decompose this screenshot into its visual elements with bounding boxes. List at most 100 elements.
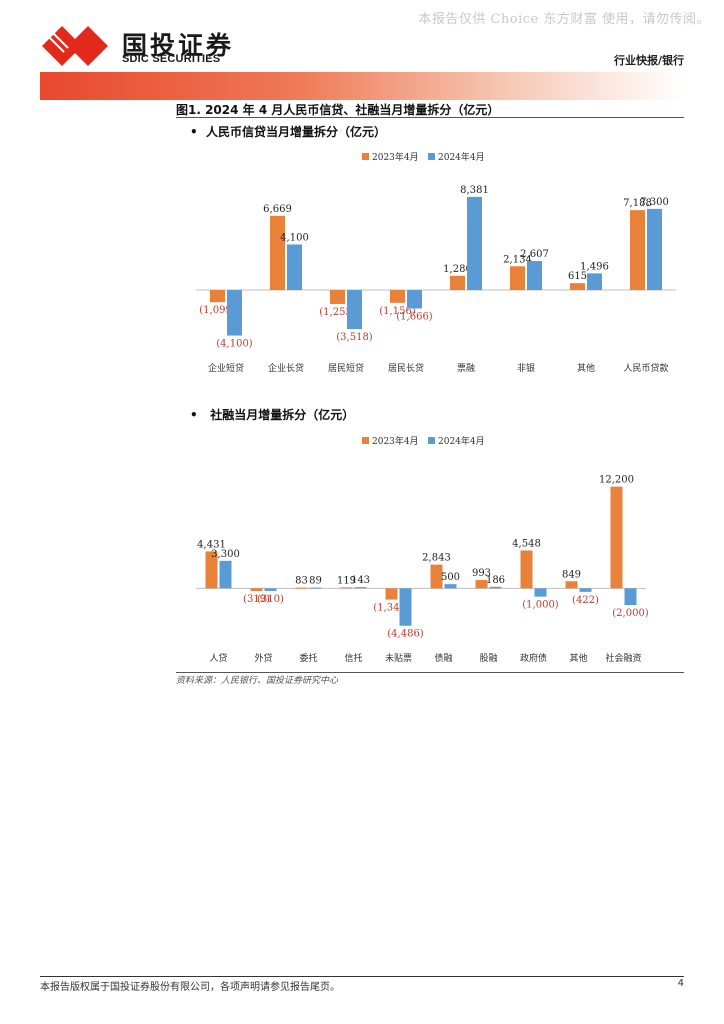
data-label-7-1: 7,300 [640, 197, 669, 208]
category-label-8: 其他 [569, 652, 587, 664]
category-label-1: 企业长贷 [268, 362, 304, 374]
bar-5-0 [510, 266, 525, 290]
data-label-0-1: 3,300 [211, 549, 240, 560]
data-label-2-0: 83 [295, 576, 308, 587]
category-label-7: 人民币贷款 [623, 362, 668, 374]
category-label-1: 外贷 [254, 652, 272, 664]
data-label-7-1: (1,000) [522, 600, 559, 611]
data-label-0-1: (4,100) [216, 339, 253, 350]
chart1-title: 人民币信贷当月增量拆分（亿元） [206, 125, 387, 139]
bar-4-1 [467, 196, 482, 290]
bar-8-1 [579, 588, 592, 592]
figure-top-rule [176, 117, 684, 118]
data-label-5-0: 2,134 [503, 254, 532, 265]
category-label-0: 人贷 [209, 652, 227, 664]
category-label-3: 信托 [344, 652, 362, 664]
category-label-6: 其他 [577, 362, 595, 374]
category-label-2: 居民短贷 [328, 362, 364, 374]
bar-4-0 [450, 275, 465, 290]
data-label-7-0: 7,188 [623, 198, 652, 209]
bar-0-1 [227, 290, 242, 336]
data-label-7-0: 4,548 [512, 538, 541, 549]
legend-swatch-1 [428, 153, 435, 160]
footer-disclaimer: 本报告版权属于国投证券股份有限公司，各项声明请参见报告尾页。 [40, 982, 340, 993]
data-label-6-0: 615 [568, 271, 587, 282]
category-label-2: 委托 [299, 652, 317, 664]
data-label-9-1: (2,000) [612, 608, 649, 619]
bar-8-0 [565, 581, 578, 589]
data-label-2-1: (3,518) [336, 332, 373, 343]
legend-label-0: 2023年4月 [372, 151, 419, 163]
data-label-3-0: (1,156) [379, 306, 416, 317]
bar-3-1 [354, 587, 367, 589]
data-label-6-0: 993 [472, 568, 491, 579]
data-label-6-1: 186 [486, 575, 505, 586]
page-number: 4 [677, 978, 684, 989]
data-label-4-1: 8,381 [460, 185, 489, 196]
footer-rule [40, 976, 684, 977]
bar-2-1 [347, 290, 362, 330]
chart1-heading: • 人民币信贷当月增量拆分（亿元） [190, 125, 387, 139]
brand-logo-icon [42, 26, 108, 66]
bar-1-1 [264, 588, 277, 591]
category-label-5: 非银 [517, 362, 535, 374]
figure-bottom-rule [176, 672, 684, 673]
bar-5-0 [430, 564, 443, 589]
category-label-0: 企业短贷 [208, 362, 244, 374]
category-label-4: 未贴票 [385, 652, 412, 664]
bar-1-1 [287, 244, 302, 290]
figure-title: 图1. 2024 年 4 月人民币信贷、社融当月增量拆分（亿元） [176, 103, 500, 117]
bar-4-1 [399, 588, 412, 626]
bar-3-0 [390, 290, 405, 303]
bar-2-0 [330, 290, 345, 304]
data-label-4-0: 1,280 [443, 264, 472, 275]
data-label-9-0: 12,200 [599, 475, 634, 486]
bar-7-0 [630, 210, 645, 290]
header-band [40, 72, 684, 100]
brand-name-en: SDIC SECURITIES [122, 53, 221, 65]
doc-type-label: 行业快报/银行 [613, 54, 684, 67]
category-label-9: 社会融资 [605, 652, 641, 664]
data-label-3-0: 119 [337, 575, 356, 586]
data-label-2-1: 89 [309, 576, 322, 587]
bar-5-1 [527, 261, 542, 290]
watermark-text: 本报告仅供 Choice 东方财富 使用，请勿传阅。 [418, 12, 710, 27]
category-label-6: 股融 [479, 653, 497, 664]
bar-9-1 [624, 588, 637, 605]
legend-label-1: 2024年4月 [438, 151, 485, 163]
bar-4-0 [385, 588, 398, 600]
source-note: 资料来源：人民银行、国投证券研究中心 [176, 676, 339, 686]
chart2-title: 社融当月增量拆分（亿元） [210, 408, 355, 422]
bar-6-1 [489, 586, 502, 589]
data-label-8-0: 849 [562, 569, 581, 580]
legend-label-0: 2023年4月 [372, 435, 419, 447]
bar-5-1 [444, 584, 457, 589]
bar-0-1 [219, 560, 232, 589]
data-label-6-1: 1,496 [580, 261, 609, 272]
data-label-2-0: (1,255) [319, 307, 356, 318]
data-label-5-0: 2,843 [422, 553, 451, 564]
bar-9-0 [610, 486, 623, 589]
data-label-4-1: (4,486) [387, 629, 424, 640]
brand-name-cn: 国投证券 [122, 31, 235, 60]
data-label-5-1: 500 [441, 572, 460, 583]
bar-2-1 [309, 587, 322, 589]
bar-1-0 [250, 588, 263, 591]
data-label-5-1: 2,607 [520, 249, 549, 260]
data-label-1-1: (310) [257, 594, 284, 605]
category-label-7: 政府债 [520, 652, 547, 664]
bar-7-1 [647, 208, 662, 290]
bar-0-0 [210, 290, 225, 303]
category-label-5: 债融 [434, 652, 452, 664]
bar-7-1 [534, 588, 547, 597]
bar-2-0 [295, 587, 308, 589]
legend-swatch-0 [362, 437, 369, 444]
data-label-3-1: 143 [351, 575, 370, 586]
data-label-1-0: 6,669 [263, 204, 292, 215]
data-label-0-0: (1,099) [199, 305, 236, 316]
bar-3-1 [407, 290, 422, 309]
data-label-4-0: (1,347) [373, 603, 410, 614]
legend-label-1: 2024年4月 [438, 435, 485, 447]
data-label-1-1: 4,100 [280, 232, 309, 243]
